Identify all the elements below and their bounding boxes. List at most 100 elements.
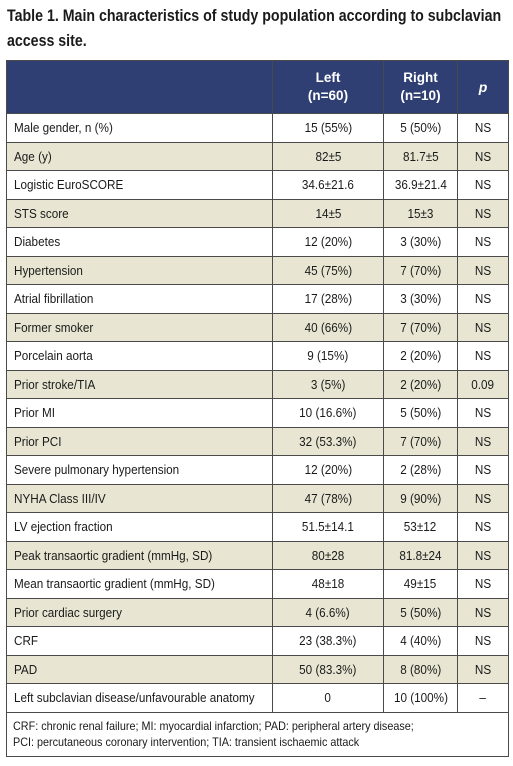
row-p-value: NS: [474, 576, 492, 592]
row-left-value: 48±18: [311, 576, 345, 592]
row-label: Mean transaortic gradient (mmHg, SD): [14, 576, 215, 592]
header-left-label: Left: [315, 70, 341, 85]
row-left-value: 3 (5%): [310, 376, 346, 392]
row-left-value: 15 (55%): [304, 120, 352, 136]
row-label: Left subclavian disease/unfavourable ana…: [14, 690, 255, 706]
row-right-value: 5 (50%): [400, 120, 441, 136]
table-row: Peak transaortic gradient (mmHg, SD) 80±2…: [6, 540, 509, 570]
row-p-value: 0.09: [471, 376, 495, 392]
row-p-value: –: [479, 690, 487, 706]
row-p-value: NS: [474, 433, 492, 449]
table-row: STS score 14±5 15±3 NS: [6, 198, 509, 228]
row-label: Prior cardiac surgery: [14, 604, 122, 620]
row-left-value: 10 (16.6%): [299, 405, 357, 421]
row-right-value: 81.7±5: [402, 148, 439, 164]
row-left-value: 51.5±14.1: [302, 519, 354, 535]
row-label: PAD: [14, 661, 38, 677]
row-right-value: 7 (70%): [400, 262, 441, 278]
row-left-value: 12 (20%): [304, 234, 352, 250]
row-label: Hypertension: [14, 262, 83, 278]
row-label: CRF: [14, 633, 39, 649]
footnote: CRF: chronic renal failure; MI: myocardi…: [6, 711, 509, 757]
table-row: Left subclavian disease/unfavourable ana…: [6, 683, 509, 713]
row-left-value: 23 (38.3%): [299, 633, 357, 649]
row-label: STS score: [14, 205, 69, 221]
row-p-value: NS: [474, 348, 492, 364]
header-right-label: Right: [403, 70, 438, 85]
row-right-value: 4 (40%): [400, 633, 441, 649]
header-right-n: (n=10): [400, 88, 441, 103]
row-p-value: NS: [474, 234, 492, 250]
table-row: Hypertension 45 (75%) 7 (70%) NS: [6, 255, 509, 285]
table-row: NYHA Class III/IV 47 (78%) 9 (90%) NS: [6, 483, 509, 513]
row-label: Diabetes: [14, 234, 61, 250]
row-right-value: 3 (30%): [400, 234, 441, 250]
row-right-value: 5 (50%): [400, 604, 441, 620]
table-row: Prior cardiac surgery 4 (6.6%) 5 (50%) NS: [6, 597, 509, 627]
table-row: Porcelain aorta 9 (15%) 2 (20%) NS: [6, 341, 509, 371]
row-left-value: 14±5: [315, 205, 341, 221]
table-row: CRF 23 (38.3%) 4 (40%) NS: [6, 626, 509, 656]
row-p-value: NS: [474, 490, 492, 506]
row-right-value: 2 (20%): [400, 348, 441, 364]
row-right-value: 53±12: [404, 519, 437, 535]
row-left-value: 32 (53.3%): [299, 433, 357, 449]
row-p-value: NS: [474, 661, 492, 677]
footnote-row: CRF: chronic renal failure; MI: myocardi…: [6, 711, 509, 757]
row-right-value: 49±15: [404, 576, 437, 592]
header-p-value: p: [457, 60, 509, 114]
row-p-value: NS: [474, 462, 492, 478]
row-label: Prior PCI: [14, 433, 62, 449]
row-left-value: 12 (20%): [304, 462, 352, 478]
row-right-value: 81.8±24: [399, 547, 442, 563]
row-left-value: 34.6±21.6: [302, 177, 354, 193]
row-p-value: NS: [474, 633, 492, 649]
row-p-value: NS: [474, 205, 492, 221]
row-left-value: 17 (28%): [304, 291, 352, 307]
row-p-value: NS: [474, 262, 492, 278]
row-label: Severe pulmonary hypertension: [14, 462, 180, 478]
row-right-value: 5 (50%): [400, 405, 441, 421]
row-label: Peak transaortic gradient (mmHg, SD): [14, 547, 213, 563]
row-left-value: 80±28: [311, 547, 345, 563]
table-title: Table 1. Main characteristics of study p…: [7, 7, 502, 50]
table-row: Prior stroke/TIA 3 (5%) 2 (20%) 0.09: [6, 369, 509, 399]
row-right-value: 7 (70%): [400, 433, 441, 449]
row-label: LV ejection fraction: [14, 519, 113, 535]
table-row: Prior MI 10 (16.6%) 5 (50%) NS: [6, 398, 509, 428]
row-label: Prior MI: [14, 405, 55, 421]
row-right-value: 2 (28%): [400, 462, 441, 478]
row-p-value: NS: [474, 319, 492, 335]
row-p-value: NS: [474, 547, 492, 563]
header-left: Left (n=60): [272, 60, 384, 114]
table-row: Former smoker 40 (66%) 7 (70%) NS: [6, 312, 509, 342]
characteristics-table: Left (n=60) Right (n=10) p Male gender, …: [6, 60, 509, 757]
table-row: Age (y) 82±5 81.7±5 NS: [6, 141, 509, 171]
table-row: Diabetes 12 (20%) 3 (30%) NS: [6, 227, 509, 257]
footnote-line-1: CRF: chronic renal failure; MI: myocardi…: [13, 718, 414, 733]
table-row: PAD 50 (83.3%) 8 (80%) NS: [6, 654, 509, 684]
row-left-value: 40 (66%): [304, 319, 352, 335]
row-left-value: 45 (75%): [304, 262, 352, 278]
row-right-value: 15±3: [407, 205, 434, 221]
row-p-value: NS: [474, 120, 492, 136]
row-label: Male gender, n (%): [14, 120, 113, 136]
table-row: Atrial fibrillation 17 (28%) 3 (30%) NS: [6, 284, 509, 314]
row-label: Prior stroke/TIA: [14, 376, 96, 392]
table-row: Logistic EuroSCORE 34.6±21.6 36.9±21.4 NS: [6, 170, 509, 200]
footnote-line-2: PCI: percutaneous coronary intervention;…: [13, 734, 360, 749]
row-left-value: 0: [324, 690, 332, 706]
table-row: Severe pulmonary hypertension 12 (20%) 2 (…: [6, 455, 509, 485]
row-p-value: NS: [474, 291, 492, 307]
row-right-value: 7 (70%): [400, 319, 441, 335]
table-row: Male gender, n (%) 15 (55%) 5 (50%) NS: [6, 113, 509, 143]
row-right-value: 10 (100%): [393, 690, 448, 706]
row-p-value: NS: [474, 519, 492, 535]
header-left-n: (n=60): [307, 88, 349, 103]
table-row: LV ejection fraction 51.5±14.1 53±12 NS: [6, 512, 509, 542]
row-p-value: NS: [474, 177, 492, 193]
header-right: Right (n=10): [383, 60, 458, 114]
row-left-value: 9 (15%): [307, 348, 349, 364]
row-p-value: NS: [474, 604, 492, 620]
row-left-value: 82±5: [315, 148, 341, 164]
